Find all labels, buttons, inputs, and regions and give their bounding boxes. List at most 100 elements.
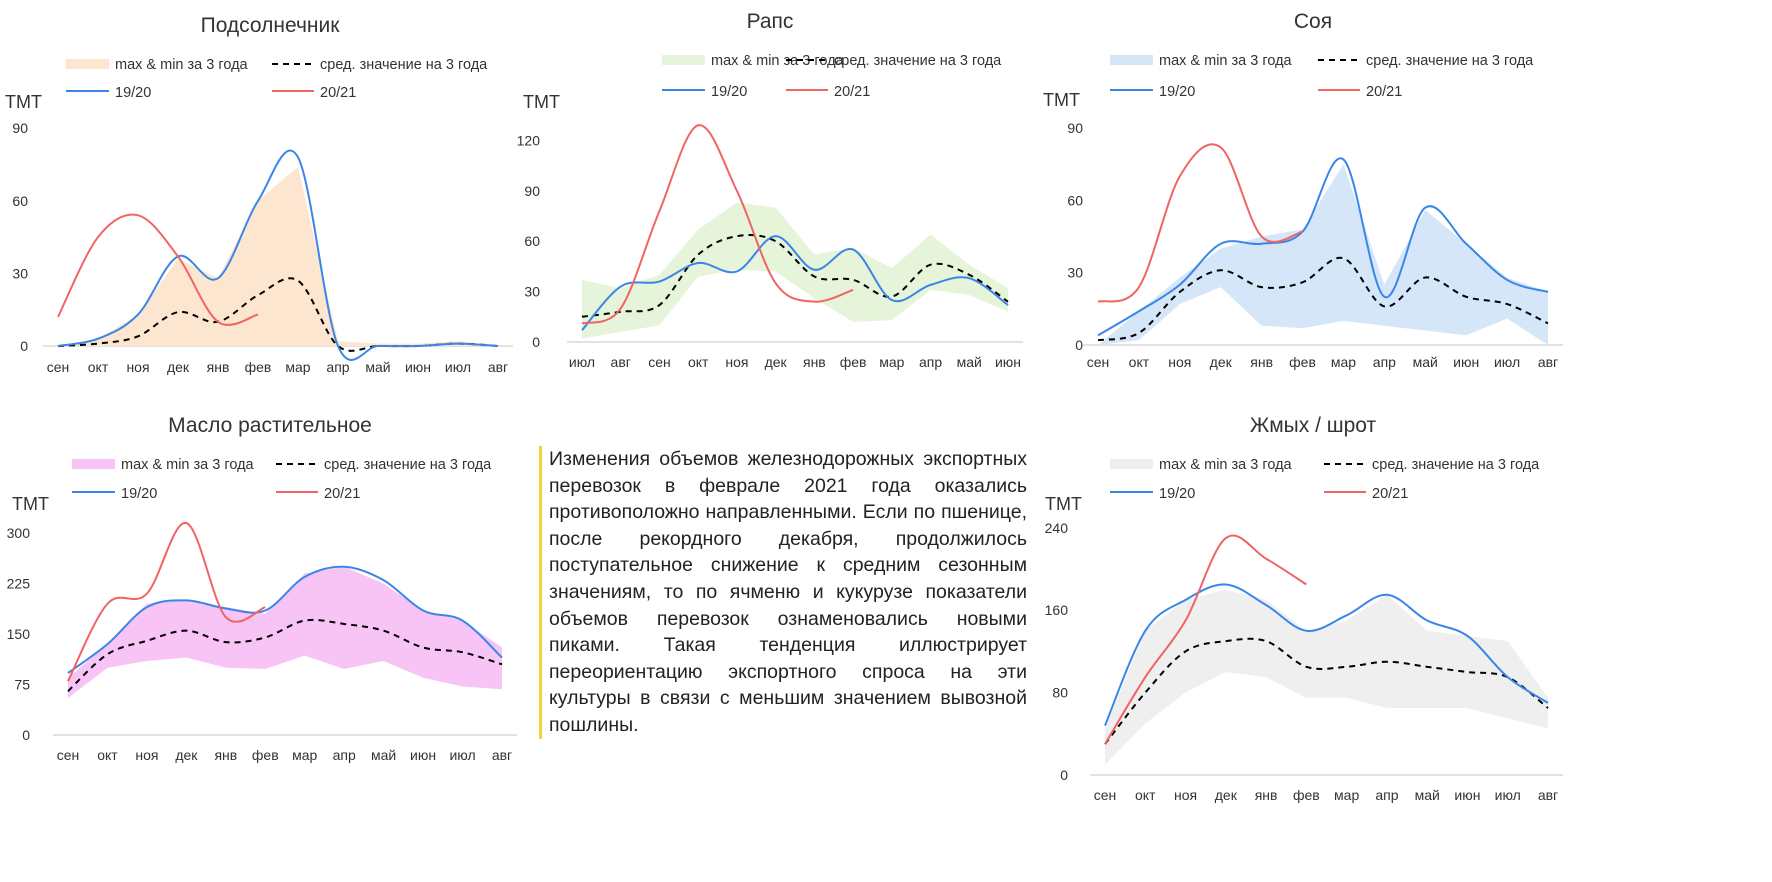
x-tick-label: июн xyxy=(1454,787,1480,803)
s1-line xyxy=(581,235,1009,331)
y-tick-label: 30 xyxy=(12,265,28,281)
x-tick-label: дек xyxy=(167,359,190,375)
legend-band-swatch xyxy=(1110,55,1153,65)
y-axis-unit: ТМТ xyxy=(523,92,560,112)
x-tick-label: ноя xyxy=(135,747,158,763)
x-tick-label: мар xyxy=(285,359,310,375)
chart-title: Рапс xyxy=(747,10,794,33)
x-tick-label: сен xyxy=(648,354,671,370)
avg-line xyxy=(1104,637,1549,745)
avg-line xyxy=(57,277,499,352)
x-tick-label: ноя xyxy=(126,359,149,375)
legend-band-swatch xyxy=(66,59,109,69)
y-tick-label: 30 xyxy=(1067,265,1083,281)
x-tick-label: фев xyxy=(1293,787,1320,803)
y-tick-label: 0 xyxy=(1060,767,1068,783)
y-tick-label: 160 xyxy=(1045,602,1069,618)
s1-line xyxy=(67,565,503,674)
y-tick-label: 60 xyxy=(1067,192,1083,208)
x-tick-label: июл xyxy=(449,747,475,763)
y-axis-unit: ТМТ xyxy=(5,92,42,112)
legend-s1-label: 19/20 xyxy=(1159,84,1195,100)
x-tick-label: дек xyxy=(765,354,788,370)
x-tick-label: авг xyxy=(1538,787,1558,803)
x-tick-label: ноя xyxy=(725,354,748,370)
x-tick-label: окт xyxy=(97,747,118,763)
legend-avg-label: сред. значение на 3 года xyxy=(1366,53,1534,69)
legend-avg-label: сред. значение на 3 года xyxy=(1372,457,1540,473)
y-tick-label: 75 xyxy=(14,677,30,693)
x-tick-label: апр xyxy=(333,747,356,763)
y-tick-label: 225 xyxy=(7,576,31,592)
x-tick-label: июл xyxy=(445,359,471,375)
x-tick-label: июн xyxy=(405,359,431,375)
chart-title: Масло растительное xyxy=(168,414,372,437)
y-axis-unit: ТМТ xyxy=(1045,494,1082,514)
y-tick-label: 90 xyxy=(1067,120,1083,136)
y-tick-label: 0 xyxy=(532,334,540,350)
band-area xyxy=(68,566,502,698)
x-tick-label: июн xyxy=(995,354,1021,370)
chart-3: Соя max & min за 3 года сред. значение на … xyxy=(1043,10,1563,370)
x-tick-label: сен xyxy=(57,747,80,763)
y-tick-label: 300 xyxy=(7,525,31,541)
s2-line xyxy=(1097,143,1303,303)
legend-s1-label: 19/20 xyxy=(115,85,151,101)
chart-5: Жмых / шрот max & min за 3 года сред. знач… xyxy=(1045,414,1563,803)
y-tick-label: 0 xyxy=(1075,337,1083,353)
x-tick-label: июл xyxy=(1494,354,1520,370)
x-tick-label: май xyxy=(371,747,396,763)
y-tick-label: 0 xyxy=(22,727,30,743)
legend-avg-label: сред. значение на 3 года xyxy=(324,457,492,473)
x-tick-label: мар xyxy=(1331,354,1356,370)
y-tick-label: 90 xyxy=(12,120,28,136)
y-tick-label: 90 xyxy=(524,183,540,199)
x-tick-label: янв xyxy=(207,359,230,375)
x-tick-label: авг xyxy=(1538,354,1558,370)
legend-band-label: max & min за 3 года xyxy=(1159,53,1293,69)
x-tick-label: янв xyxy=(1250,354,1273,370)
chart-title: Соя xyxy=(1294,10,1332,33)
x-tick-label: окт xyxy=(1129,354,1150,370)
s1-line xyxy=(57,149,499,361)
legend-s2-label: 20/21 xyxy=(324,486,360,502)
x-tick-label: май xyxy=(957,354,982,370)
x-tick-label: апр xyxy=(326,359,349,375)
legend-s2-label: 20/21 xyxy=(1372,486,1408,502)
x-tick-label: авг xyxy=(492,747,512,763)
s2-line xyxy=(57,213,259,326)
x-tick-label: фев xyxy=(245,359,272,375)
x-tick-label: июл xyxy=(1495,787,1521,803)
s2-line xyxy=(581,124,854,325)
x-tick-label: ноя xyxy=(1168,354,1191,370)
x-tick-label: мар xyxy=(292,747,317,763)
x-tick-label: фев xyxy=(840,354,867,370)
chart-4: Масло растительное max & min за 3 года сре… xyxy=(7,414,517,763)
y-axis-unit: ТМТ xyxy=(12,494,49,514)
legend-s2-label: 20/21 xyxy=(320,85,356,101)
s2-line xyxy=(1104,534,1307,745)
legend-s2-label: 20/21 xyxy=(834,84,870,100)
y-tick-label: 80 xyxy=(1052,685,1068,701)
x-tick-label: дек xyxy=(175,747,198,763)
x-tick-label: июн xyxy=(1453,354,1479,370)
band-area xyxy=(582,202,1008,339)
chart-title: Подсолнечник xyxy=(201,14,341,37)
s1-line xyxy=(1097,157,1549,337)
legend-s1-label: 19/20 xyxy=(711,84,747,100)
x-tick-label: апр xyxy=(1375,787,1398,803)
y-axis-unit: ТМТ xyxy=(1043,90,1080,110)
x-tick-label: июл xyxy=(569,354,595,370)
x-tick-label: июн xyxy=(410,747,436,763)
chart-title: Жмых / шрот xyxy=(1250,414,1377,437)
x-tick-label: авг xyxy=(488,359,508,375)
legend-s1-label: 19/20 xyxy=(121,486,157,502)
legend-s1-label: 19/20 xyxy=(1159,486,1195,502)
s1-line xyxy=(1104,583,1549,726)
legend-avg-label: сред. значение на 3 года xyxy=(834,53,1002,69)
x-tick-label: дек xyxy=(1215,787,1238,803)
band-area xyxy=(1105,589,1548,765)
legend-band-swatch xyxy=(72,459,115,469)
